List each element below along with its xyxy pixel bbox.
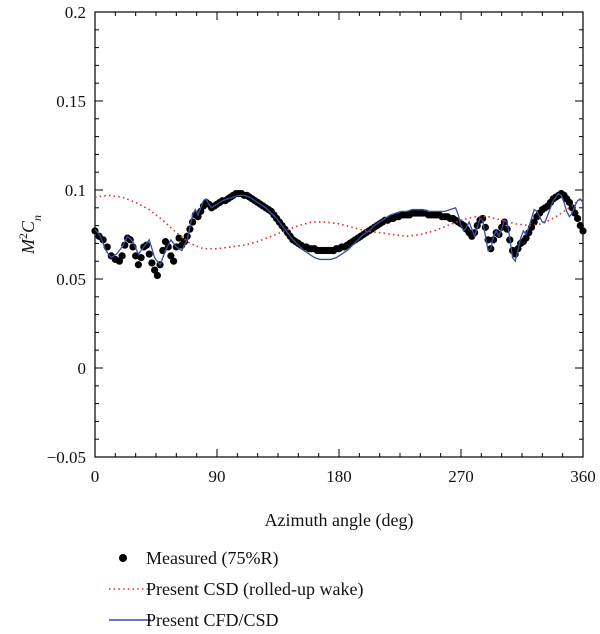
legend: Measured (75%R) Present CSD (rolled-up w… [109,548,363,630]
measured-point [576,222,584,230]
measured-point [132,252,140,260]
legend-measured-label: Measured (75%R) [146,548,278,569]
x-tick-label: 0 [91,467,100,486]
measured-point [170,257,178,265]
y-tick-label: 0.1 [65,181,86,200]
ticks-layer: 0 90 180 270 360 −0.05 0 0.05 0.1 0.15 0.2 [47,3,596,486]
measured-point [503,225,511,233]
measured-point [167,252,175,260]
legend-measured-marker [119,554,127,562]
series-layer [91,189,587,280]
measured-point [194,213,202,221]
x-tick-label: 90 [209,467,226,486]
x-axis-title: Azimuth angle (deg) [265,510,414,531]
series-cfd-line [94,192,584,267]
y-axis-title-sup: 2 [16,233,30,239]
y-tick-label: 0.05 [56,270,86,289]
measured-point [115,257,123,265]
measured-point [161,238,170,246]
y-tick-label: 0.15 [56,92,86,111]
measured-point [573,214,582,223]
measured-point [530,218,538,226]
measured-point [579,227,587,235]
measured-point [522,234,530,242]
x-tick-label: 270 [448,467,474,486]
legend-cfd-label: Present CFD/CSD [146,610,279,630]
series-csd-line [94,194,584,250]
y-tick-label: 0.2 [65,3,86,22]
measured-point [137,254,145,262]
measured-point [153,271,161,280]
measured-point [91,227,99,235]
y-axis-title-sub: n [30,215,44,221]
measured-point [148,259,156,267]
measured-point [118,252,126,260]
measured-point [142,241,151,249]
y-axis-title-m: M [18,238,38,255]
measured-point [180,238,189,246]
x-tick-label: 180 [326,467,352,486]
y-axis-title-c: C [18,220,38,233]
measured-point [134,261,142,269]
y-tick-label: 0 [78,359,87,378]
measured-point [121,241,129,249]
y-tick-label: −0.05 [47,448,86,467]
measured-point [145,250,153,258]
series-measured [91,189,587,280]
measured-point [175,234,183,242]
measured-point [565,198,574,207]
y-axis-title: M2Cn [16,215,44,255]
legend-csd-label: Present CSD (rolled-up wake) [146,579,363,600]
x-tick-label: 360 [570,467,596,486]
measured-point [151,266,159,274]
